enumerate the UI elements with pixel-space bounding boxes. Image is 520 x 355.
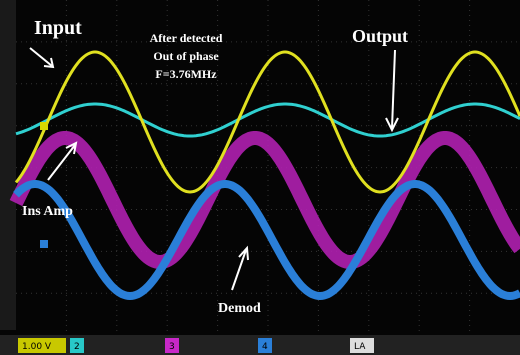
- oscilloscope-screen: Input After detected Out of phase F=3.76…: [0, 0, 520, 355]
- ch1-marker: [40, 122, 48, 130]
- output-label: Output: [352, 26, 408, 46]
- ch4-label: 4: [262, 342, 268, 352]
- logic-label: LA: [354, 342, 366, 352]
- note-line-2: Out of phase: [153, 49, 219, 63]
- ch1-scale: 1.00 V: [22, 342, 52, 352]
- ch4-marker: [40, 240, 48, 248]
- frequency-note: F=3.76MHz: [155, 67, 217, 81]
- ch2-label: 2: [74, 342, 80, 352]
- ch3-label: 3: [169, 342, 175, 352]
- input-label: Input: [34, 17, 82, 39]
- status-bar: 1.00 V 2 3 4 LA: [0, 335, 520, 355]
- ins-amp-label: Ins Amp: [22, 204, 73, 219]
- left-strip: [0, 0, 16, 330]
- demod-label: Demod: [218, 301, 261, 316]
- note-line-1: After detected: [150, 31, 223, 45]
